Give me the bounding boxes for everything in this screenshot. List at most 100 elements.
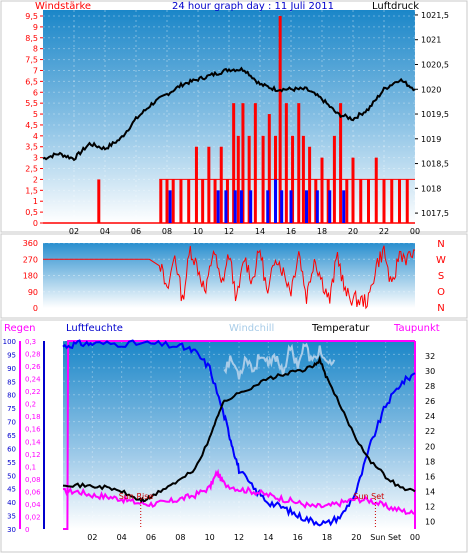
dewpoint-line [62,468,416,515]
gust-bar [315,190,319,223]
tick-label-wind: 5,5 [25,99,38,108]
tick-label-wind: 1,5 [25,186,38,195]
wind-bar [332,135,336,223]
tick-label-hour-top: 20 [348,227,358,236]
wind-bar [187,179,191,223]
tick-label-wind: 9,5 [25,12,38,21]
wind-bar [308,146,312,223]
tick-label-rain: 0,06 [25,488,41,496]
tick-label-humidity: 85 [7,378,16,386]
legend-dewpoint: Taupunkt [393,323,440,334]
tick-label-direction: 0 [33,304,38,313]
wind-bar [159,179,163,223]
wind-bar [201,179,205,223]
tick-label-temperature: 22 [425,427,435,436]
wind-bar [179,179,183,223]
tick-label-wind: 8 [33,45,38,54]
tick-label-wind: 7 [33,66,38,75]
tick-label-rain: 0 [25,526,29,534]
tick-label-hour-top: 22 [379,227,389,236]
gust-bar [239,190,243,223]
wind-bar [326,179,330,223]
tick-label-hour-top: 02 [69,227,79,236]
gust-bar [266,190,270,223]
tick-label-humidity: 35 [7,513,16,521]
tick-label-hour-top: 10 [193,227,203,236]
tick-label-hour-bottom: Sun Set [370,533,401,542]
tick-label-humidity: 95 [7,351,16,359]
tick-label-hour-bottom: 02 [87,533,97,542]
tick-label-humidity: 90 [7,365,16,373]
gust-bar [328,190,332,223]
tick-label-wind: 4,5 [25,121,38,130]
sun-annotation: Sun Set [353,492,384,501]
tick-label-wind: 3 [33,154,38,163]
gust-bar [249,190,253,223]
wind-bar [232,103,236,223]
tick-label-humidity: 100 [3,338,16,346]
tick-label-temperature: 32 [425,352,435,361]
tick-label-humidity: 80 [7,392,16,400]
tick-label-rain: 0,22 [25,388,41,396]
tick-label-hour-top: 14 [255,227,265,236]
legend-windchill: Windchill [229,323,274,334]
gust-bar [280,190,284,223]
wind-bar [241,103,245,223]
tick-label-wind: 1 [33,197,38,206]
tick-label-pressure: 1018,5 [421,160,449,169]
wind-bar [382,179,386,223]
tick-label-rain: 0,14 [25,438,41,446]
tick-label-hour-top: 00 [410,227,420,236]
tick-label-hour-bottom: 06 [146,533,156,542]
tick-label-rain: 0,18 [25,413,41,421]
wind-bar [301,135,305,223]
tick-label-pressure: 1017,5 [421,209,449,218]
tick-label-rain: 0,24 [25,376,41,384]
wind-bar [194,146,198,223]
tick-label-hour-bottom: 12 [234,533,244,542]
tick-label-wind: 9 [33,23,38,32]
humidity-line [62,339,416,527]
tick-label-wind: 7,5 [25,56,38,65]
tick-label-wind: 6 [33,88,38,97]
tick-label-rain: 0,2 [25,401,36,409]
tick-label-temperature: 14 [425,487,435,496]
tick-label-humidity: 75 [7,405,16,413]
tick-label-wind: 8,5 [25,34,38,43]
tick-label-humidity: 30 [7,526,16,534]
tick-label-humidity: 45 [7,486,16,494]
wind-bar [398,179,401,223]
tick-label-direction: 90 [28,288,38,297]
wind-bar [390,179,394,223]
tick-label-pressure: 1021,5 [421,11,449,20]
wind-bar [213,179,217,223]
wind-bar [278,16,282,223]
tick-label-hour-top: 06 [131,227,141,236]
wind-bar [359,179,363,223]
wind-bar [253,103,257,223]
gust-bar [305,190,308,223]
tick-label-hour-bottom: 08 [175,533,185,542]
tick-label-humidity: 60 [7,445,16,453]
tick-label-pressure: 1020 [421,85,441,94]
tick-label-temperature: 18 [425,457,435,466]
tick-label-pressure: 1021 [421,36,441,45]
tick-label-hour-top: 18 [317,227,327,236]
tick-label-hour-bottom: 04 [117,533,127,542]
wind-bar [247,135,251,223]
tick-label-wind: 2,5 [25,165,38,174]
temperature-line [62,355,416,504]
tick-label-pressure: 1019,5 [421,110,449,119]
tick-label-rain: 0,1 [25,463,36,471]
gust-bar [168,190,172,223]
tick-label-rain: 0,02 [25,513,41,521]
tick-label-temperature: 16 [425,472,435,481]
tick-label-pressure: 1019 [421,135,441,144]
wind-bar [339,103,343,223]
tick-label-hour-top: 16 [286,227,296,236]
wind-bar [97,179,101,223]
wind-bar [207,146,211,223]
tick-label-temperature: 12 [425,502,435,511]
tick-label-wind: 2 [33,175,38,184]
